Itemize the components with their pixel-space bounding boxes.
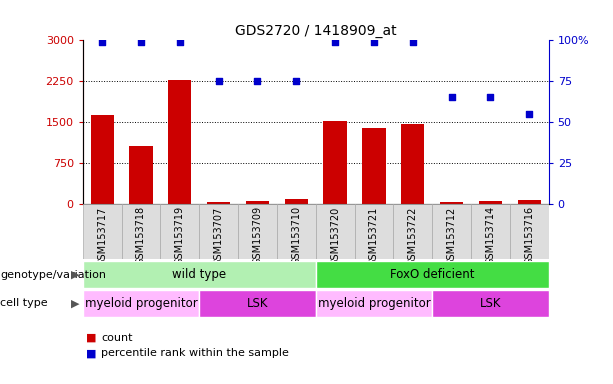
Bar — [316, 204, 354, 259]
Text: GSM153721: GSM153721 — [369, 206, 379, 266]
Bar — [362, 128, 386, 204]
Point — [447, 94, 457, 101]
Text: ▶: ▶ — [71, 270, 80, 280]
Text: GSM153717: GSM153717 — [97, 206, 107, 266]
Bar — [401, 124, 424, 204]
Point — [524, 111, 534, 117]
Bar — [199, 290, 316, 317]
Bar — [432, 204, 471, 259]
Bar — [129, 146, 153, 204]
Bar — [324, 121, 347, 204]
Bar — [83, 290, 199, 317]
Bar — [168, 80, 191, 204]
Text: cell type: cell type — [0, 298, 48, 308]
Text: GSM153710: GSM153710 — [291, 206, 301, 265]
Text: GSM153709: GSM153709 — [253, 206, 262, 265]
Text: myeloid progenitor: myeloid progenitor — [318, 297, 430, 310]
Point — [175, 39, 185, 45]
Point — [408, 39, 417, 45]
Bar — [207, 202, 230, 204]
Bar — [517, 200, 541, 204]
Point — [214, 78, 224, 84]
Bar — [316, 290, 432, 317]
Point — [291, 78, 301, 84]
Text: LSK: LSK — [479, 297, 501, 310]
Bar — [440, 202, 463, 204]
Bar — [471, 204, 510, 259]
Text: GSM153714: GSM153714 — [485, 206, 495, 265]
Bar — [246, 201, 269, 204]
Text: ▶: ▶ — [71, 298, 80, 308]
Point — [369, 39, 379, 45]
Title: GDS2720 / 1418909_at: GDS2720 / 1418909_at — [235, 24, 397, 38]
Bar — [316, 261, 549, 288]
Text: LSK: LSK — [246, 297, 268, 310]
Text: percentile rank within the sample: percentile rank within the sample — [101, 348, 289, 358]
Point — [97, 39, 107, 45]
Text: GSM153719: GSM153719 — [175, 206, 185, 265]
Bar — [238, 204, 277, 259]
Text: GSM153722: GSM153722 — [408, 206, 417, 266]
Bar — [199, 204, 238, 259]
Text: GSM153718: GSM153718 — [136, 206, 146, 265]
Bar — [121, 204, 161, 259]
Text: count: count — [101, 333, 132, 343]
Bar — [479, 201, 502, 204]
Point — [253, 78, 262, 84]
Text: GSM153707: GSM153707 — [214, 206, 224, 266]
Text: wild type: wild type — [172, 268, 226, 281]
Text: genotype/variation: genotype/variation — [0, 270, 106, 280]
Point — [485, 94, 495, 101]
Bar — [277, 204, 316, 259]
Text: myeloid progenitor: myeloid progenitor — [85, 297, 197, 310]
Bar — [394, 204, 432, 259]
Bar — [161, 204, 199, 259]
Point — [136, 39, 146, 45]
Bar — [83, 261, 316, 288]
Bar — [284, 199, 308, 204]
Text: GSM153720: GSM153720 — [330, 206, 340, 266]
Bar — [510, 204, 549, 259]
Bar — [354, 204, 394, 259]
Text: ■: ■ — [86, 348, 96, 358]
Bar — [83, 204, 121, 259]
Point — [330, 39, 340, 45]
Text: ■: ■ — [86, 333, 96, 343]
Text: FoxO deficient: FoxO deficient — [390, 268, 474, 281]
Text: GSM153712: GSM153712 — [447, 206, 457, 266]
Text: GSM153716: GSM153716 — [524, 206, 534, 265]
Bar — [432, 290, 549, 317]
Bar — [91, 115, 114, 204]
